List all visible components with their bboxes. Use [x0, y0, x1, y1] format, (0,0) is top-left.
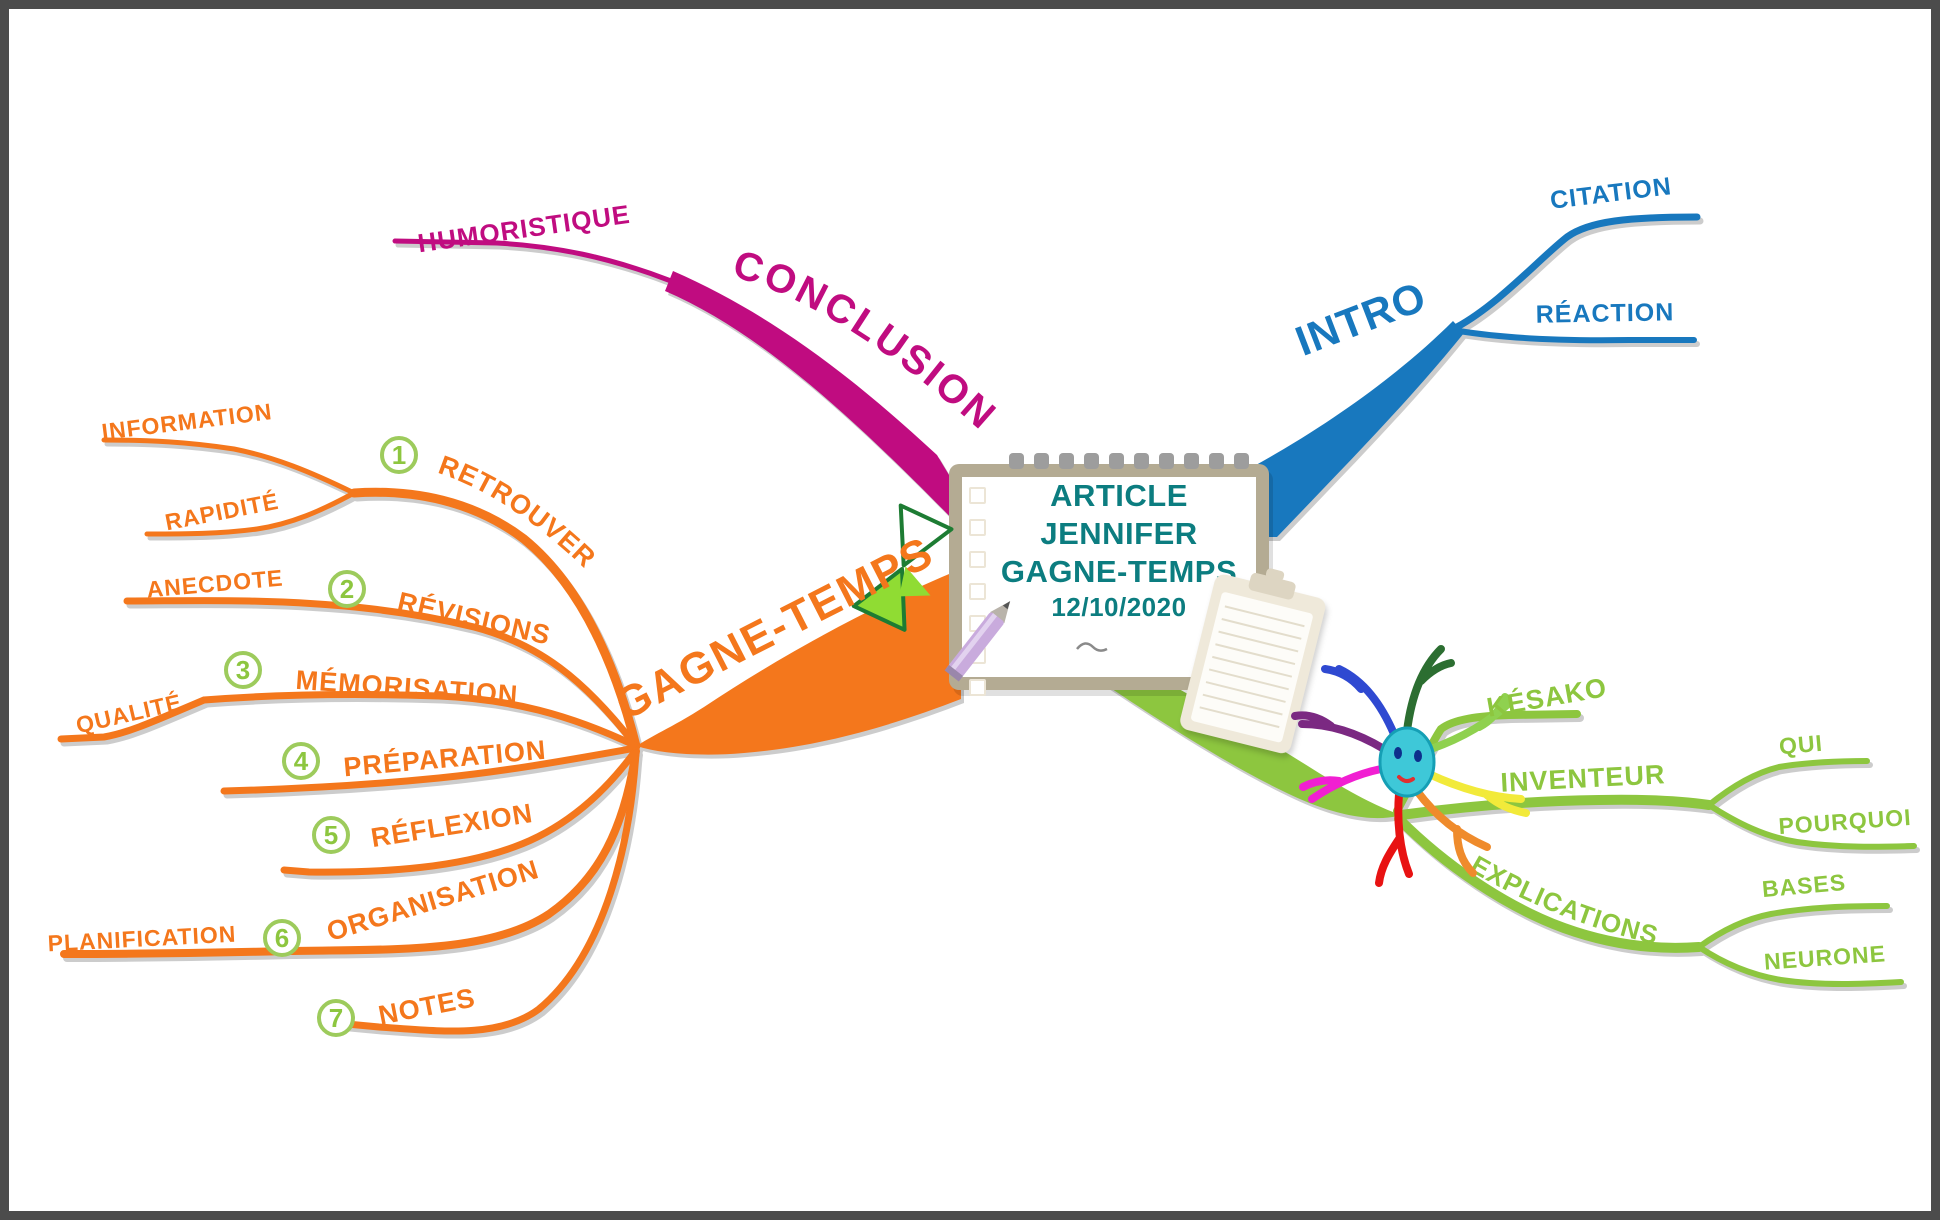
badge-2: 2 — [328, 570, 366, 608]
notepad-binding-dots — [1009, 453, 1249, 469]
inventeur-label[interactable]: INVENTEUR — [1499, 759, 1667, 798]
labels-layer: INTRO CITATION RÉACTION HUMORISTIQUE GAG… — [9, 9, 1931, 1211]
memorisation-label[interactable]: MÉMORISATION — [294, 664, 520, 711]
branch-conclusion — [392, 238, 1014, 583]
kesako-label[interactable]: KÉSAKO — [1484, 672, 1610, 723]
branch-citation-line — [1453, 213, 1701, 331]
central-topic-date: 12/10/2020 — [1051, 592, 1187, 623]
notes-label[interactable]: NOTES — [375, 982, 478, 1031]
branch-graphics: CONCLUSION RETROUVER EXPLICATIONS — [57, 213, 1917, 1035]
planification-label[interactable]: PLANIFICATION — [46, 920, 237, 957]
bases-label[interactable]: BASES — [1760, 868, 1848, 903]
branch-humoristique-line — [392, 238, 674, 284]
qualite-label[interactable]: QUALITÉ — [73, 688, 185, 739]
qui-label[interactable]: QUI — [1777, 729, 1824, 760]
organisation-label[interactable]: ORGANISATION — [323, 854, 543, 948]
badge-7: 7 — [317, 999, 355, 1037]
branch-neurone-child-line — [1696, 944, 1904, 987]
neurone-label[interactable]: NEURONE — [1763, 940, 1887, 975]
rapidite-label[interactable]: RAPIDITÉ — [162, 487, 281, 536]
branch-memorisation-line — [57, 691, 640, 750]
branch-reflexion-line — [280, 746, 640, 876]
information-label[interactable]: INFORMATION — [100, 398, 274, 445]
branch-organisation-line — [60, 747, 640, 958]
branch-qui-line — [1706, 758, 1870, 808]
branch-pourquoi-line — [1706, 802, 1917, 850]
branch-conclusion-trunk — [665, 271, 1014, 583]
central-topic-line2: JENNIFER — [1040, 515, 1198, 551]
pourquoi-label[interactable]: POURQUOI — [1777, 803, 1913, 840]
humoristique-label[interactable]: HUMORISTIQUE — [415, 198, 633, 259]
badge-4: 4 — [282, 742, 320, 780]
badge-6: 6 — [263, 919, 301, 957]
branch-revisions-line — [123, 597, 640, 750]
branch-notes-line — [343, 749, 640, 1035]
badge-5: 5 — [312, 816, 350, 854]
branch-bases-line — [1696, 903, 1890, 950]
branch-intro — [1234, 213, 1701, 537]
reflexion-label[interactable]: RÉFLEXION — [368, 797, 536, 854]
central-topic-line1: ARTICLE — [1050, 478, 1188, 513]
preparation-label[interactable]: PRÉPARATION — [342, 734, 548, 783]
intro-label[interactable]: INTRO — [1289, 272, 1433, 365]
branch-intro-trunk — [1234, 321, 1464, 537]
branch-retrouver-line — [349, 487, 641, 751]
branch-reaction-line — [1456, 328, 1697, 344]
branch-information-line — [101, 437, 357, 496]
branch-rapidite-line — [144, 490, 357, 537]
branch-preparation-line — [220, 744, 640, 795]
anecdote-label[interactable]: ANECDOTE — [145, 564, 285, 603]
reaction-label[interactable]: RÉACTION — [1535, 298, 1675, 329]
citation-label[interactable]: CITATION — [1548, 172, 1674, 215]
badge-1: 1 — [380, 436, 418, 474]
revisions-label[interactable]: RÉVISIONS — [394, 586, 554, 651]
badge-3: 3 — [224, 651, 262, 689]
branch-gagne-temps — [57, 437, 961, 1035]
gagne-temps-label[interactable]: GAGNE-TEMPS — [607, 527, 942, 730]
